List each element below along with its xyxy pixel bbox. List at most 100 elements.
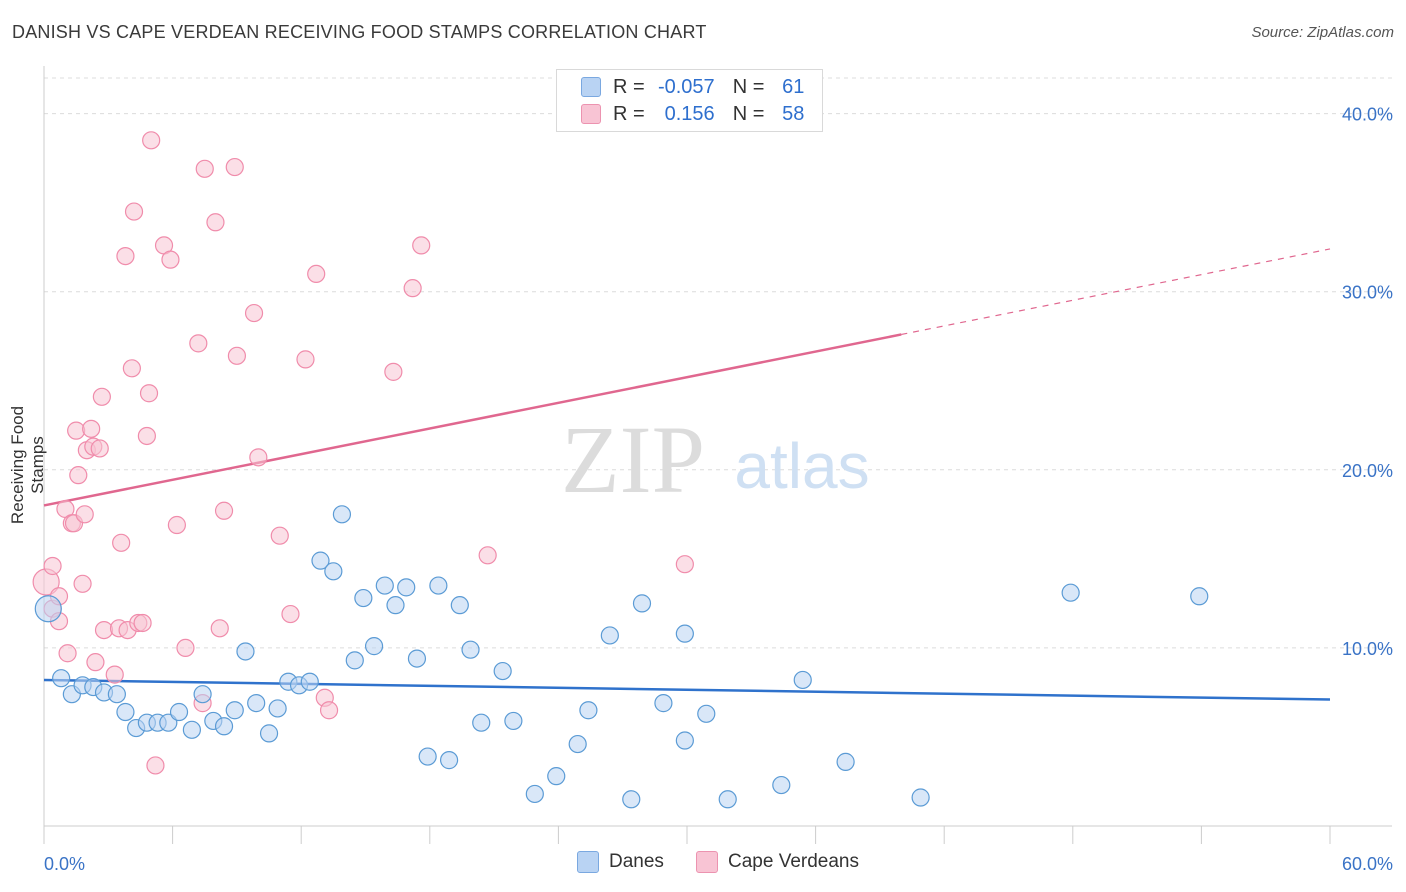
cape-verdeans-point	[92, 387, 111, 406]
danes-point	[579, 701, 598, 720]
legend-row-danes: R = -0.057 N = 61	[581, 75, 804, 99]
danes-point	[504, 711, 523, 731]
legend-item-cape-verdeans: Cape Verdeans	[696, 851, 859, 873]
cape-verdeans-point	[116, 246, 135, 266]
cape-verdeans-point	[296, 350, 315, 369]
cape-verdeans-point	[161, 250, 180, 269]
danes-point	[461, 640, 480, 659]
legend-item-danes: Danes	[577, 851, 664, 873]
danes-point	[332, 505, 352, 524]
legend-label-danes: Danes	[609, 851, 664, 872]
danes-point	[697, 704, 716, 723]
danes-point	[654, 694, 673, 713]
cape-verdeans-point	[67, 421, 86, 440]
cape-verdeans-point	[86, 653, 105, 672]
axes	[43, 66, 1392, 844]
danes-point	[429, 576, 448, 595]
legend-r-label: R =	[613, 102, 645, 125]
danes-point	[493, 661, 512, 681]
y-axis-label: Receiving Food Stamps	[8, 405, 47, 525]
danes-point	[547, 767, 566, 786]
danes-point	[836, 752, 855, 771]
cape-verdeans-point	[189, 334, 208, 353]
danes-point	[52, 669, 71, 688]
cape-verdeans-points	[32, 131, 694, 775]
legend-r-value: -0.057	[657, 75, 715, 98]
y-tick-label: 20.0%	[1342, 461, 1393, 481]
cape-verdeans-point	[176, 638, 195, 658]
danes-point	[311, 551, 330, 570]
danes-point	[439, 751, 459, 770]
legend-r-label: R =	[613, 75, 645, 98]
source-label: Source: ZipAtlas.com	[1251, 24, 1394, 41]
cape-verdeans-point	[137, 426, 156, 446]
danes-point	[1061, 583, 1080, 602]
y-tick-label: 30.0%	[1342, 283, 1393, 303]
cape-verdeans-trend-line	[43, 333, 902, 507]
danes-point	[225, 701, 244, 720]
danes-point	[450, 596, 469, 615]
danes-point	[472, 713, 491, 732]
danes-point	[193, 685, 212, 704]
danes-point	[622, 790, 641, 809]
cape-verdeans-point	[139, 384, 159, 403]
danes-point	[324, 562, 343, 581]
danes-point	[632, 594, 652, 613]
danes-point	[386, 596, 405, 615]
cape-verdeans-point	[225, 157, 244, 177]
danes-point	[418, 747, 437, 766]
danes-point	[107, 685, 126, 704]
gridlines	[44, 77, 1392, 649]
danes-point	[718, 790, 737, 809]
cape-verdeans-point	[206, 213, 225, 232]
cape-verdeans-point	[227, 346, 246, 365]
legend-n-value: 58	[782, 102, 805, 125]
cape-verdeans-point	[167, 515, 186, 535]
cape-verdeans-point	[675, 555, 694, 574]
danes-point	[159, 713, 178, 732]
x-tick-label: 60.0%	[1342, 854, 1393, 874]
danes-point	[407, 649, 427, 668]
cape-verdeans-point	[122, 359, 141, 378]
danes-point	[375, 576, 394, 595]
cape-verdeans-point	[281, 604, 300, 624]
cape-verdeans-point	[214, 501, 234, 520]
legend-n-value: 61	[782, 75, 805, 98]
cape-verdeans-point	[319, 701, 339, 720]
cape-verdeans-point	[69, 466, 88, 485]
cape-verdeans-point	[90, 439, 109, 458]
danes-point	[182, 720, 201, 739]
cape-verdeans-trend-extension	[901, 248, 1331, 336]
danes-swatch	[577, 851, 599, 873]
cape-verdeans-point	[210, 619, 229, 638]
cape-verdeans-point	[75, 505, 94, 524]
danes-point	[116, 702, 135, 722]
danes-point	[259, 724, 279, 743]
cape-verdeans-point	[82, 419, 101, 438]
danes-point	[675, 731, 694, 750]
danes-point	[911, 788, 930, 807]
danes-point	[568, 734, 587, 754]
danes-point	[772, 775, 791, 795]
cape-verdeans-swatch	[581, 104, 601, 124]
cape-verdeans-point	[105, 665, 124, 684]
danes-point	[268, 699, 287, 718]
stats-legend: R = -0.057 N = 61 R = 0.156 N = 58	[556, 69, 823, 132]
danes-point	[397, 578, 416, 597]
cape-verdeans-point	[307, 264, 326, 284]
cape-verdeans-point	[43, 556, 62, 576]
danes-point	[675, 624, 694, 643]
danes-point	[525, 784, 544, 804]
cape-verdeans-point	[58, 644, 77, 663]
y-tick-label: 10.0%	[1342, 639, 1393, 659]
danes-point	[247, 694, 266, 713]
cape-verdeans-point	[73, 574, 92, 593]
cape-verdeans-point	[249, 448, 268, 467]
danes-point	[169, 702, 189, 722]
danes-point	[1190, 587, 1209, 606]
danes-points	[34, 505, 1209, 809]
cape-verdeans-swatch	[696, 851, 718, 873]
danes-point	[34, 595, 62, 623]
cape-verdeans-point	[112, 533, 131, 552]
x-tick-label: 0.0%	[44, 854, 85, 874]
